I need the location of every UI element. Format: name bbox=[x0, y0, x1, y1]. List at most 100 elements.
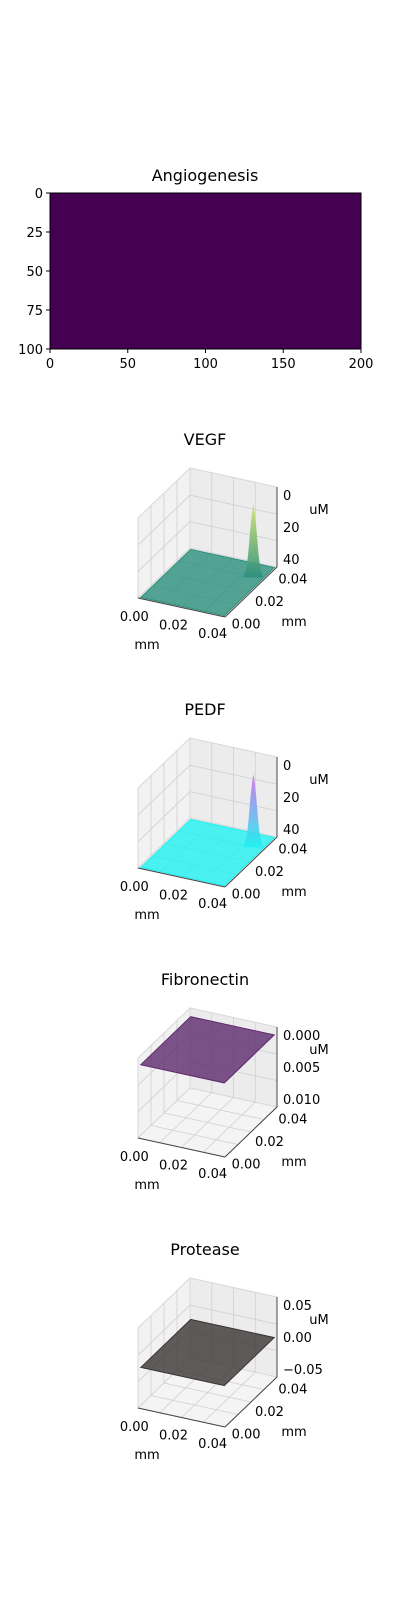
z-tick-label: 0.000 bbox=[283, 1029, 320, 1044]
z-tick-label: 0.010 bbox=[283, 1093, 320, 1108]
fibronectin-surface-plot: Fibronectin 0.00 0.02 0.04 0.00 0.02 0.04 0.000… bbox=[120, 970, 329, 1193]
chart-title: PEDF bbox=[184, 700, 225, 719]
grid-line bbox=[189, 791, 278, 811]
y-tick-label: 0.04 bbox=[278, 1383, 307, 1398]
grid-line bbox=[163, 1112, 252, 1133]
z-tick-label: 0 bbox=[283, 489, 291, 504]
z-axis-label: uM bbox=[309, 503, 328, 518]
x-tick-label: 200 bbox=[349, 357, 374, 372]
grid-line bbox=[189, 1304, 278, 1325]
y-tick-label: 0.02 bbox=[255, 1135, 284, 1150]
chart-title: Angiogenesis bbox=[152, 166, 259, 185]
surface bbox=[139, 1016, 276, 1084]
y-tick-label: 0 bbox=[35, 187, 43, 202]
z-tick-label: 0.05 bbox=[283, 1299, 312, 1314]
x-tick-label: 0.02 bbox=[159, 619, 188, 634]
pedf-surface-plot: PEDF 0.00 0.02 0.04 0.00 0.02 0.04 0 20 40 mm mm uM bbox=[120, 700, 329, 923]
x-axis-line bbox=[137, 1407, 226, 1428]
y-tick-label: 0.00 bbox=[232, 618, 261, 633]
grid-line bbox=[137, 791, 191, 842]
y-tick-label: 25 bbox=[26, 226, 43, 241]
angiogenesis-heatmap: Angiogenesis 0 50 100 150 200 0 25 50 75 100 bbox=[18, 166, 374, 372]
z-tick-label: 20 bbox=[283, 521, 300, 536]
x-tick-label: 150 bbox=[271, 357, 296, 372]
z-tick-label: 0.00 bbox=[283, 1331, 312, 1346]
z-tick-label: 0.005 bbox=[283, 1061, 320, 1076]
x-tick-label: 0.00 bbox=[120, 1420, 149, 1435]
x-tick-label: 0.04 bbox=[198, 627, 227, 642]
y-axis-label: mm bbox=[281, 1155, 306, 1170]
x-axis-label: mm bbox=[134, 638, 159, 653]
y-tick-label: 0.00 bbox=[232, 1428, 261, 1443]
x-tick-label: 0 bbox=[46, 357, 54, 372]
surface bbox=[139, 818, 276, 887]
x-axis-line bbox=[137, 867, 226, 888]
y-axis-line bbox=[224, 1106, 278, 1158]
y-tick-label: 0.04 bbox=[278, 573, 307, 588]
grid-line bbox=[163, 1382, 252, 1403]
z-axis-label: uM bbox=[309, 773, 328, 788]
z-tick-label: 40 bbox=[283, 553, 300, 568]
y-axis-label: mm bbox=[281, 885, 306, 900]
y-tick-label: 0.04 bbox=[278, 843, 307, 858]
y-axis-label: mm bbox=[281, 615, 306, 630]
y-tick-label: 0.00 bbox=[232, 1158, 261, 1173]
protease-surface-plot: Protease 0.00 0.02 0.04 0.00 0.02 0.04 0.05 0.00… bbox=[120, 1240, 329, 1463]
surface-peak bbox=[243, 504, 264, 578]
grid-line bbox=[137, 494, 191, 546]
y-tick-label: 50 bbox=[26, 265, 43, 280]
grid-line bbox=[189, 521, 278, 541]
y-tick-label: 75 bbox=[26, 304, 43, 319]
x-axis-ticks: 0 50 100 150 200 bbox=[46, 349, 374, 372]
z-tick-label: 40 bbox=[283, 823, 300, 838]
chart-title: Protease bbox=[170, 1240, 239, 1259]
vegf-surface-plot: VEGF 0.00 0.02 0.04 0.00 0.02 0.04 0 20 40 mm mm uM bbox=[120, 430, 329, 653]
y-axis-line bbox=[224, 836, 278, 888]
y-axis-line bbox=[224, 566, 278, 618]
x-tick-label: 0.00 bbox=[120, 610, 149, 625]
x-tick-label: 0.00 bbox=[120, 880, 149, 895]
y-tick-label: 0.00 bbox=[232, 888, 261, 903]
z-axis-label: uM bbox=[309, 1043, 328, 1058]
x-tick-label: 0.02 bbox=[159, 1159, 188, 1174]
x-axis-label: mm bbox=[134, 1448, 159, 1463]
y-tick-label: 0.04 bbox=[278, 1113, 307, 1128]
grid-line bbox=[176, 1100, 265, 1120]
x-tick-label: 0.00 bbox=[120, 1150, 149, 1165]
x-axis-line bbox=[137, 597, 226, 618]
y-tick-label: 0.02 bbox=[255, 865, 284, 880]
grid-line bbox=[189, 494, 278, 515]
z-tick-label: 0 bbox=[283, 759, 291, 774]
x-tick-label: 0.02 bbox=[159, 889, 188, 904]
grid-line bbox=[202, 1371, 256, 1423]
chart-title: VEGF bbox=[184, 430, 227, 449]
y-axis-line bbox=[224, 1376, 278, 1428]
x-tick-label: 50 bbox=[119, 357, 136, 372]
surface-peak bbox=[243, 774, 264, 848]
y-tick-label: 0.02 bbox=[255, 1405, 284, 1420]
x-tick-label: 0.02 bbox=[159, 1429, 188, 1444]
x-axis-label: mm bbox=[134, 908, 159, 923]
grid-line bbox=[137, 1304, 191, 1356]
surface bbox=[139, 548, 276, 617]
chart-title: Fibronectin bbox=[161, 970, 249, 989]
grid-line bbox=[137, 521, 191, 572]
z-axis-label: uM bbox=[309, 1313, 328, 1328]
z-tick-label: 20 bbox=[283, 791, 300, 806]
x-tick-label: 0.04 bbox=[198, 1167, 227, 1182]
x-tick-label: 100 bbox=[193, 357, 218, 372]
y-axis-ticks: 0 25 50 75 100 bbox=[18, 187, 50, 358]
x-tick-label: 0.04 bbox=[198, 897, 227, 912]
x-tick-label: 0.04 bbox=[198, 1437, 227, 1452]
x-axis-line bbox=[137, 1137, 226, 1158]
y-tick-label: 0.02 bbox=[255, 595, 284, 610]
y-axis-label: mm bbox=[281, 1425, 306, 1440]
y-tick-label: 100 bbox=[18, 343, 43, 358]
heatmap-image bbox=[49, 192, 362, 350]
grid-line bbox=[202, 1101, 256, 1153]
x-axis-label: mm bbox=[134, 1178, 159, 1193]
z-tick-label: −0.05 bbox=[283, 1363, 323, 1378]
grid-line bbox=[137, 764, 191, 816]
surface bbox=[139, 1318, 276, 1387]
grid-line bbox=[189, 764, 278, 785]
